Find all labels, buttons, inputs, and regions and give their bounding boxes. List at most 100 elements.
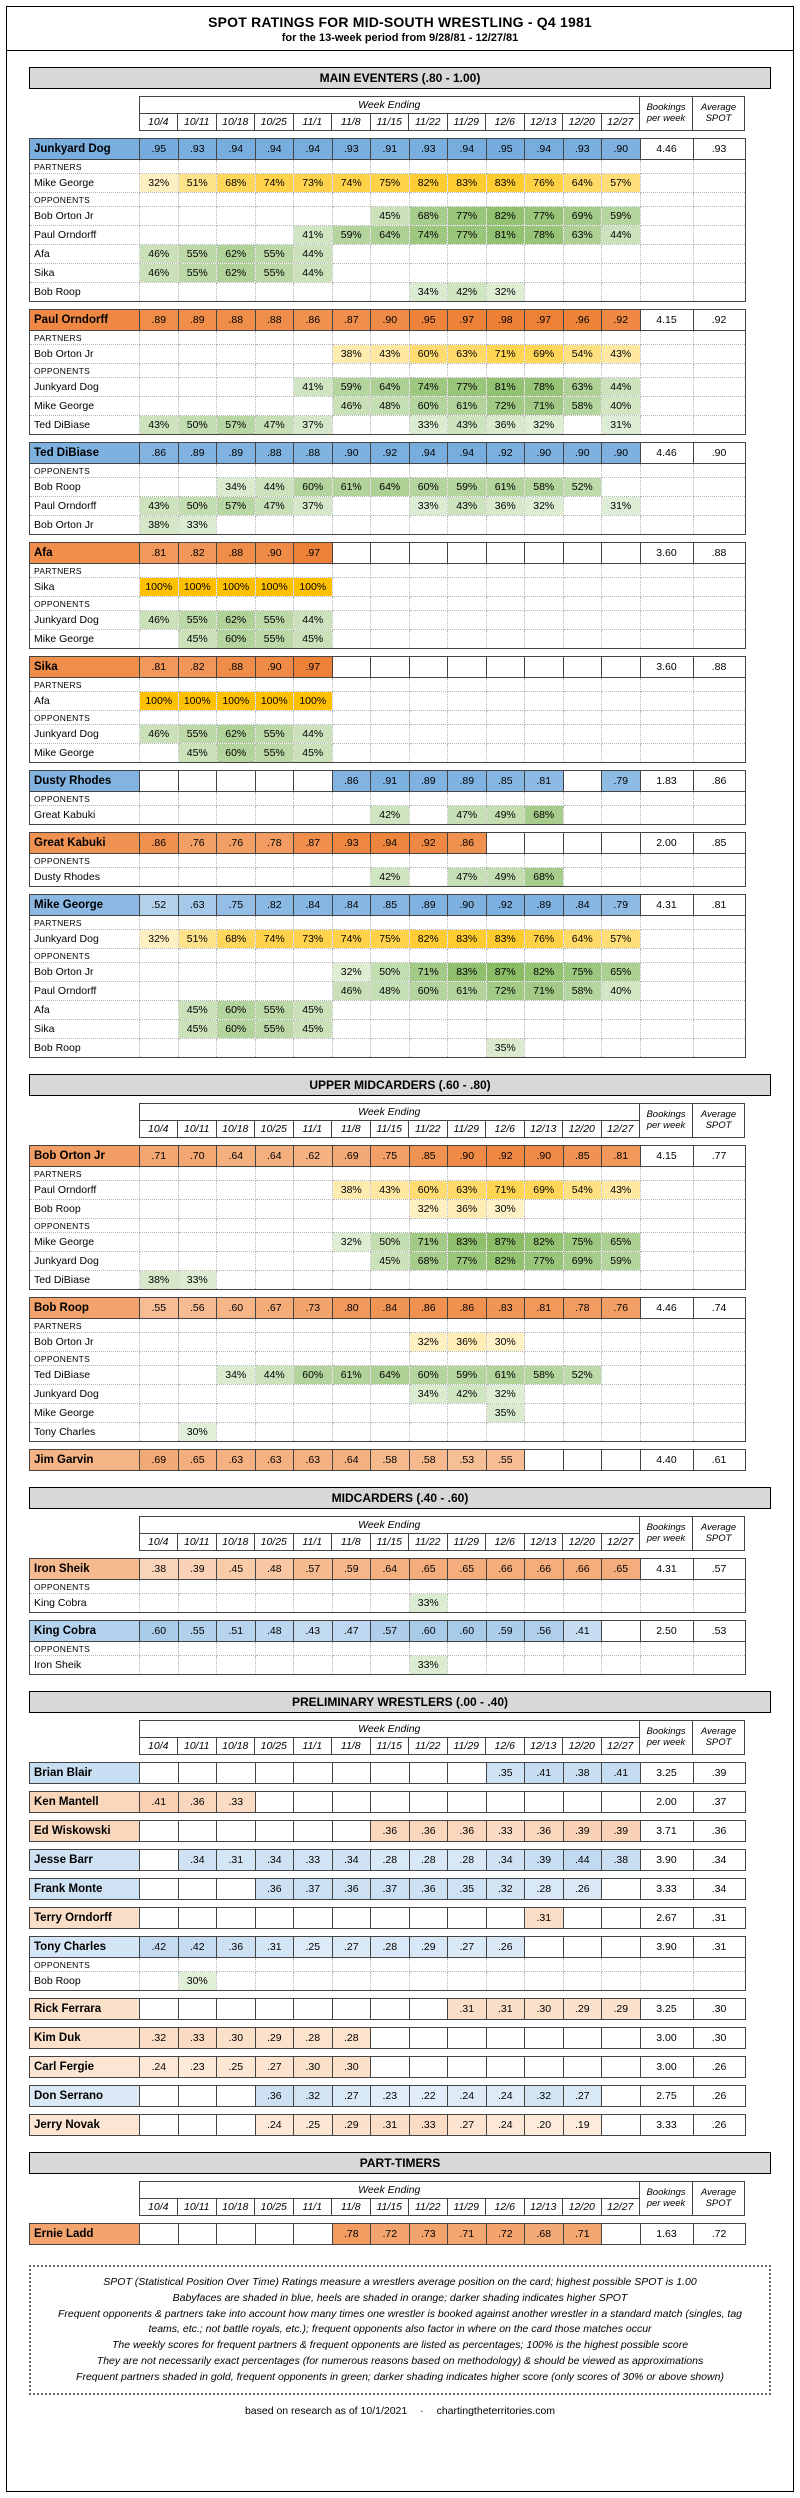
- empty-cell: [331, 1351, 371, 1366]
- opponents-label: OPPONENTS: [29, 1641, 140, 1656]
- empty-cell: [562, 596, 602, 611]
- empty-spot-cell: [601, 1878, 641, 1900]
- wrestler-name: Junkyard Dog: [29, 138, 140, 160]
- wrestler-block-junkyard-dog: Junkyard Dog .95.93.94.94.94.93.91.93.94.…: [29, 138, 746, 302]
- opponent-value-cell: 55%: [177, 263, 217, 283]
- average-value: .72: [692, 2223, 746, 2245]
- week-label: 10/25: [254, 1533, 294, 1551]
- opponent-value-cell: 61%: [485, 477, 525, 497]
- empty-cell: [293, 1384, 333, 1404]
- spot-cell: .28: [408, 1849, 448, 1871]
- empty-cell: [254, 1038, 294, 1058]
- week-ending-label: Week Ending: [138, 1720, 640, 1738]
- opponent-value-cell: 50%: [370, 1232, 410, 1252]
- empty-cell: [524, 363, 564, 378]
- empty-cell: [254, 948, 294, 963]
- spot-cell: .29: [331, 2114, 371, 2136]
- empty-cell: [254, 1641, 294, 1656]
- empty-cell: [601, 1957, 641, 1972]
- empty-cell: [408, 948, 448, 963]
- empty-cell: [601, 596, 641, 611]
- opponent-value-cell: 32%: [485, 1384, 525, 1404]
- week-label: 11/29: [446, 2198, 486, 2216]
- wrestler-name: Tony Charles: [29, 1936, 140, 1958]
- empty-cell: [408, 330, 448, 345]
- empty-cell: [639, 396, 694, 416]
- partner-value-cell: 36%: [447, 1199, 487, 1219]
- wrestler-name: Dusty Rhodes: [29, 770, 140, 792]
- opponent-value-cell: 46%: [331, 981, 371, 1001]
- empty-cell: [639, 282, 694, 302]
- wrestler-block-jerry-novak: Jerry Novak .24.25.29.31.33.27.24.20.19 3.…: [29, 2114, 746, 2136]
- wrestler-block-kim-duk: Kim Duk .32.33.30.29.28.28 3.00.30: [29, 2027, 746, 2049]
- empty-cell: [254, 1199, 294, 1219]
- empty-cell: [639, 1166, 694, 1181]
- spot-cell: .69: [139, 1449, 179, 1471]
- empty-spot-cell: [485, 2027, 525, 2049]
- empty-cell: [639, 415, 694, 435]
- empty-cell: [408, 1318, 448, 1333]
- corner-spacer: [29, 1104, 139, 1121]
- empty-cell: [485, 948, 525, 963]
- empty-cell: [447, 330, 487, 345]
- empty-cell: [601, 1218, 641, 1233]
- opponent-value-cell: 60%: [216, 629, 256, 649]
- empty-spot-cell: [254, 1907, 294, 1929]
- empty-cell: [601, 1332, 641, 1352]
- empty-cell: [692, 1351, 746, 1366]
- opponent-value-cell: 46%: [139, 724, 179, 744]
- empty-cell: [485, 1579, 525, 1594]
- empty-spot-cell: [139, 1878, 179, 1900]
- bookings-value: 3.60: [639, 542, 694, 564]
- empty-cell: [485, 743, 525, 763]
- empty-cell: [562, 867, 602, 887]
- empty-cell: [692, 981, 746, 1001]
- empty-cell: [370, 1351, 410, 1366]
- empty-cell: [408, 691, 448, 711]
- empty-cell: [177, 962, 217, 982]
- empty-cell: [692, 805, 746, 825]
- spot-cell: .97: [447, 309, 487, 331]
- spot-cell: .52: [139, 894, 179, 916]
- empty-cell: [562, 1641, 602, 1656]
- empty-cell: [692, 1218, 746, 1233]
- empty-cell: [254, 791, 294, 806]
- empty-cell: [485, 1019, 525, 1039]
- empty-cell: [601, 948, 641, 963]
- empty-spot-cell: [216, 2223, 256, 2245]
- spot-cell: .93: [408, 138, 448, 160]
- opponent-value-cell: 72%: [485, 396, 525, 416]
- opponent-value-cell: 87%: [485, 962, 525, 982]
- spot-cell: .31: [485, 1998, 525, 2020]
- empty-cell: [562, 159, 602, 174]
- empty-cell: [408, 1351, 448, 1366]
- empty-cell: [601, 363, 641, 378]
- empty-spot-cell: [562, 770, 602, 792]
- spot-cell: .90: [524, 1145, 564, 1167]
- empty-cell: [370, 677, 410, 692]
- empty-spot-cell: [254, 1762, 294, 1784]
- empty-cell: [562, 1000, 602, 1020]
- spot-cell: .93: [331, 138, 371, 160]
- average-value: .93: [692, 138, 746, 160]
- empty-cell: [447, 596, 487, 611]
- empty-spot-cell: [524, 1791, 564, 1813]
- spot-cell: .37: [293, 1878, 333, 1900]
- empty-spot-cell: [293, 1998, 333, 2020]
- spot-cell: .33: [485, 1820, 525, 1842]
- opponent-value-cell: 48%: [370, 396, 410, 416]
- wrestler-block-bob-orton-jr: Bob Orton Jr .71.70.64.64.62.69.75.85.90.…: [29, 1145, 746, 1290]
- empty-cell: [139, 225, 179, 245]
- week-label: 12/27: [600, 2198, 640, 2216]
- empty-cell: [692, 244, 746, 264]
- empty-cell: [639, 477, 694, 497]
- empty-cell: [408, 743, 448, 763]
- week-label: 11/29: [446, 1533, 486, 1551]
- empty-cell: [639, 1641, 694, 1656]
- empty-spot-cell: [331, 1791, 371, 1813]
- spot-cell: .71: [139, 1145, 179, 1167]
- opponents-label: OPPONENTS: [29, 363, 140, 378]
- corner-spacer: [29, 114, 139, 131]
- empty-cell: [447, 192, 487, 207]
- empty-cell: [562, 496, 602, 516]
